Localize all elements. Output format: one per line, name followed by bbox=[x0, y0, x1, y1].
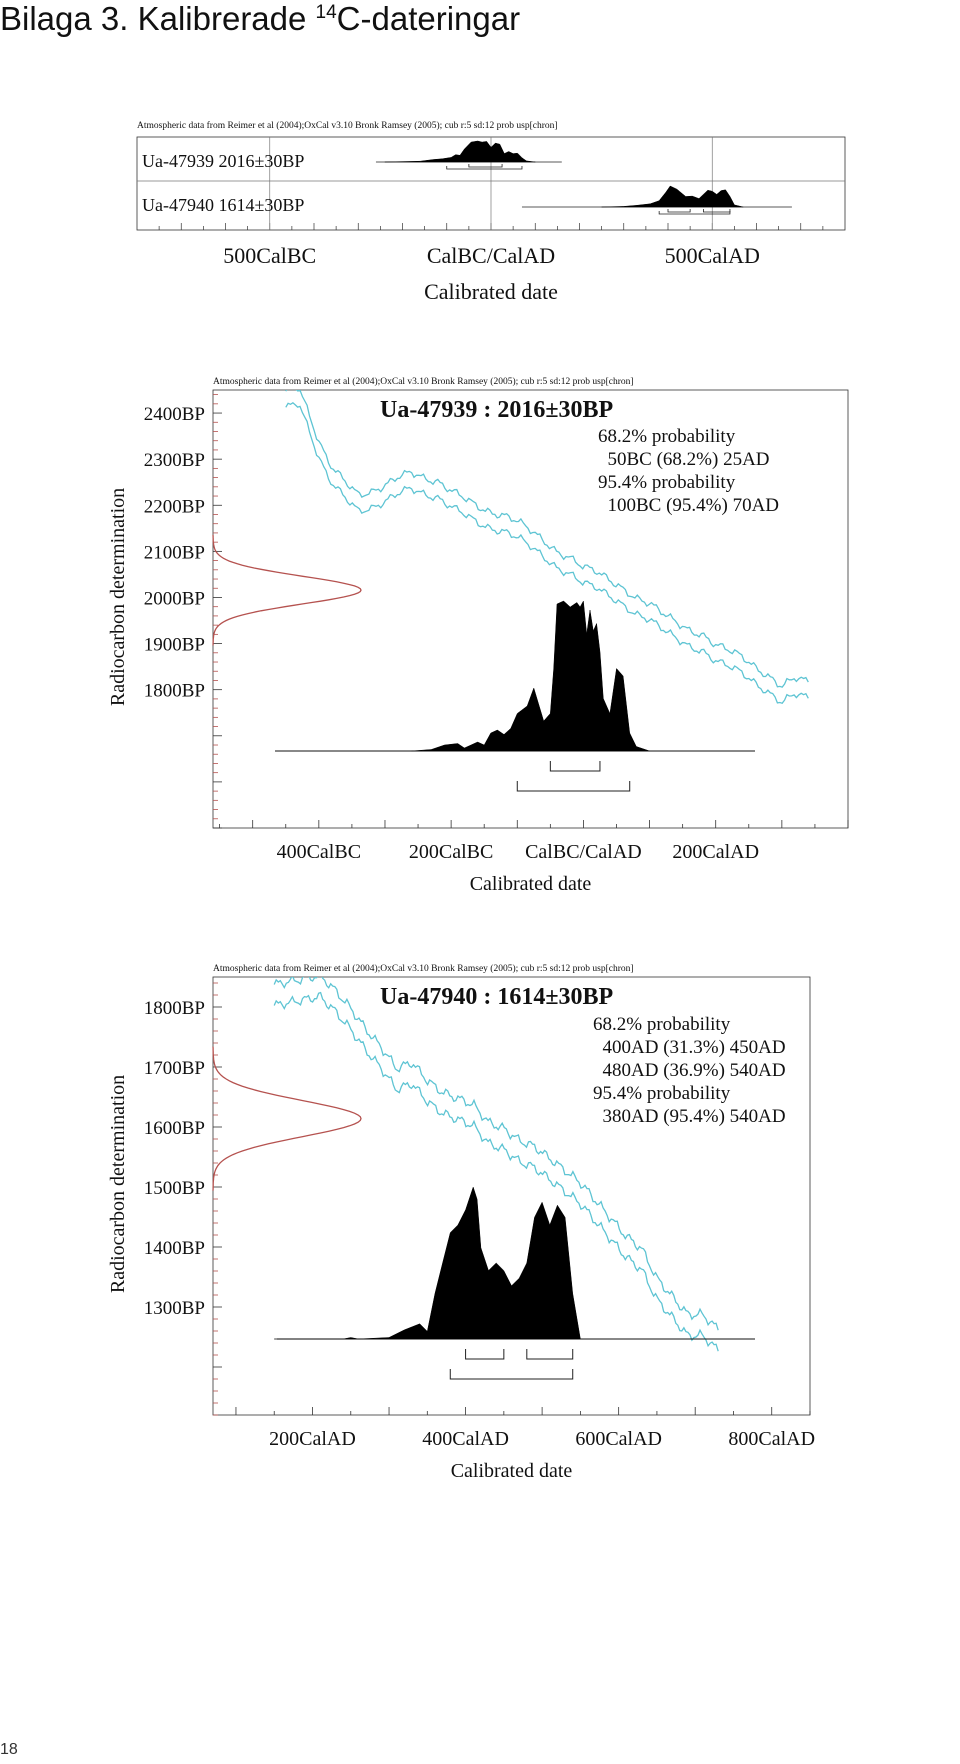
y-axis-label: Radiocarbon determination bbox=[107, 1075, 129, 1293]
x-tick-label: 600CalAD bbox=[575, 1428, 662, 1450]
y-tick-label: 2100BP bbox=[144, 542, 205, 563]
y-tick-label: 2200BP bbox=[144, 496, 205, 517]
calibration-curve-lower bbox=[285, 401, 809, 704]
range-95-bracket bbox=[516, 781, 631, 792]
title-suffix: C-dateringar bbox=[336, 0, 521, 37]
y-axis-label: Radiocarbon determination bbox=[107, 488, 129, 706]
calibration-chart-ua-47940: Atmospheric data from Reimer et al (2004… bbox=[107, 963, 815, 1482]
range-68-bracket bbox=[703, 209, 731, 213]
range-68-bracket bbox=[468, 164, 503, 168]
chart-header: Atmospheric data from Reimer et al (2004… bbox=[213, 963, 634, 974]
radiocarbon-distribution bbox=[212, 534, 362, 646]
y-tick-label: 1300BP bbox=[144, 1298, 205, 1319]
range-68-bracket bbox=[526, 1349, 574, 1360]
probability-distribution bbox=[384, 140, 536, 163]
y-tick-label: 2400BP bbox=[144, 404, 205, 425]
calibration-chart-ua-47939: Atmospheric data from Reimer et al (2004… bbox=[107, 376, 849, 895]
y-tick-label: 1400BP bbox=[144, 1238, 205, 1259]
y-tick-label: 1900BP bbox=[144, 635, 205, 656]
series-label: Ua-47940 1614±30BP bbox=[142, 195, 304, 215]
y-tick-label: 1800BP bbox=[144, 998, 205, 1019]
x-tick-label: 500CalAD bbox=[665, 243, 760, 268]
radiocarbon-distribution bbox=[212, 1046, 362, 1191]
x-tick-label: 500CalBC bbox=[223, 243, 316, 268]
calibration-curve-upper bbox=[285, 390, 809, 688]
calibrated-distribution bbox=[411, 600, 650, 752]
y-tick-label: 2000BP bbox=[144, 588, 205, 609]
x-axis-label: Calibrated date bbox=[470, 873, 592, 895]
x-axis-label: Calibrated date bbox=[451, 1460, 573, 1482]
x-tick-label: 400CalBC bbox=[277, 841, 361, 863]
range-68-bracket bbox=[667, 209, 691, 213]
probability-annotation: 68.2% probability bbox=[598, 426, 736, 447]
probability-annotation: 50BC (68.2%) 25AD bbox=[598, 449, 770, 470]
probability-annotation: 480AD (36.9%) 540AD bbox=[593, 1060, 786, 1081]
probability-annotation: 100BC (95.4%) 70AD bbox=[598, 495, 779, 516]
x-tick-label: 800CalAD bbox=[728, 1428, 815, 1450]
x-axis-label: Calibrated date bbox=[424, 279, 558, 304]
y-tick-label: 1800BP bbox=[144, 681, 205, 702]
probability-annotation: 68.2% probability bbox=[593, 1014, 731, 1035]
calibration-curve-upper bbox=[273, 977, 719, 1331]
y-tick-label: 2300BP bbox=[144, 450, 205, 471]
x-tick-label: 200CalBC bbox=[409, 841, 493, 863]
title-prefix: Bilaga 3. Kalibrerade bbox=[0, 0, 316, 37]
chart-header: Atmospheric data from Reimer et al (2004… bbox=[137, 120, 558, 131]
title-superscript: 14 bbox=[315, 2, 337, 23]
plot-frame bbox=[212, 976, 811, 1416]
chart-header: Atmospheric data from Reimer et al (2004… bbox=[213, 376, 634, 387]
x-tick-label: 400CalAD bbox=[422, 1428, 509, 1450]
chart-title: Ua-47940 : 1614±30BP bbox=[380, 984, 613, 1010]
probability-annotation: 95.4% probability bbox=[593, 1083, 731, 1104]
probability-distribution bbox=[601, 185, 744, 208]
page-number: 18 bbox=[0, 1741, 18, 1758]
chart-title: Ua-47939 : 2016±30BP bbox=[380, 397, 613, 423]
y-tick-label: 1500BP bbox=[144, 1178, 205, 1199]
calibrated-distribution bbox=[274, 1186, 581, 1340]
calibration-curve-lower bbox=[273, 991, 719, 1352]
probability-annotation: 380AD (95.4%) 540AD bbox=[593, 1106, 786, 1127]
range-68-bracket bbox=[465, 1349, 505, 1360]
x-tick-label: CalBC/CalAD bbox=[525, 841, 642, 863]
plot-frame bbox=[212, 389, 849, 829]
range-95-bracket bbox=[449, 1369, 574, 1380]
x-tick-label: 200CalAD bbox=[269, 1428, 356, 1450]
x-tick-label: CalBC/CalAD bbox=[427, 243, 555, 268]
series-label: Ua-47939 2016±30BP bbox=[142, 151, 304, 171]
y-tick-label: 1700BP bbox=[144, 1058, 205, 1079]
x-tick-label: 200CalAD bbox=[672, 841, 759, 863]
range-95-bracket bbox=[446, 166, 523, 170]
probability-annotation: 95.4% probability bbox=[598, 472, 736, 493]
page-title: Bilaga 3. Kalibrerade 14C-dateringar bbox=[0, 0, 520, 38]
multiplot-chart: Atmospheric data from Reimer et al (2004… bbox=[136, 120, 846, 304]
probability-annotation: 400AD (31.3%) 450AD bbox=[593, 1037, 786, 1058]
y-tick-label: 1600BP bbox=[144, 1118, 205, 1139]
range-68-bracket bbox=[549, 761, 601, 772]
range-95-bracket bbox=[658, 211, 731, 215]
